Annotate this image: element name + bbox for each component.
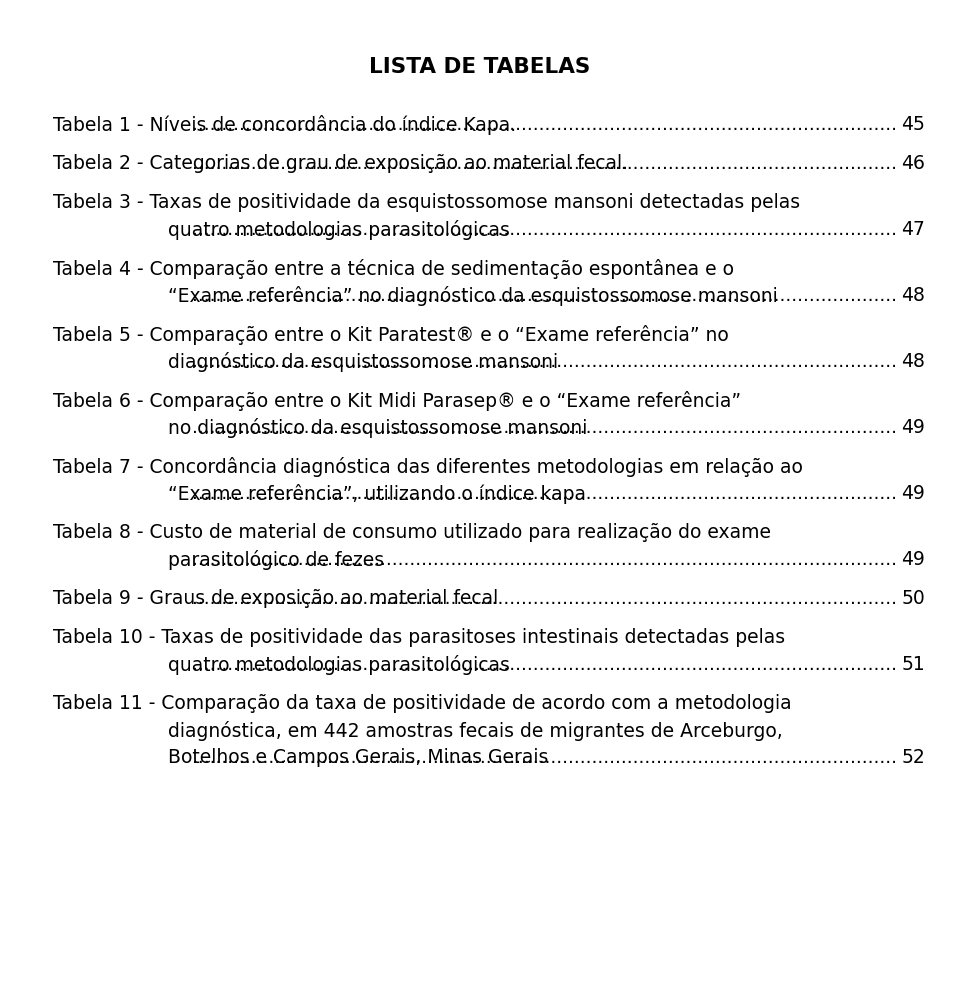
Text: 47: 47 — [901, 220, 925, 239]
Text: Tabela 5 - Comparação entre o Kit Paratest® e o “Exame referência” no: Tabela 5 - Comparação entre o Kit Parate… — [53, 325, 729, 345]
Text: ................................................................................: ........................................… — [192, 655, 897, 674]
Text: Tabela 8 - Custo de material de consumo utilizado para realização do exame: Tabela 8 - Custo de material de consumo … — [53, 523, 771, 542]
Text: 45: 45 — [901, 115, 925, 134]
Text: ................................................................................: ........................................… — [192, 220, 897, 239]
Text: 50: 50 — [901, 589, 925, 608]
Text: Tabela 2 - Categorias de grau de exposição ao material fecal.: Tabela 2 - Categorias de grau de exposiç… — [53, 154, 628, 173]
Text: parasitológico de fezes: parasitológico de fezes — [168, 550, 384, 570]
Text: Tabela 11 - Comparação da taxa de positividade de acordo com a metodologia: Tabela 11 - Comparação da taxa de positi… — [53, 694, 792, 713]
Text: Botelhos e Campos Gerais, Minas Gerais: Botelhos e Campos Gerais, Minas Gerais — [168, 748, 548, 767]
Text: 48: 48 — [901, 286, 925, 305]
Text: Tabela 7 - Concordância diagnóstica das diferentes metodologias em relação ao: Tabela 7 - Concordância diagnóstica das … — [53, 457, 803, 477]
Text: ................................................................................: ........................................… — [192, 115, 897, 134]
Text: 48: 48 — [901, 352, 925, 371]
Text: 51: 51 — [901, 655, 925, 674]
Text: 49: 49 — [901, 484, 925, 503]
Text: Tabela 6 - Comparação entre o Kit Midi Parasep® e o “Exame referência”: Tabela 6 - Comparação entre o Kit Midi P… — [53, 391, 741, 411]
Text: ................................................................................: ........................................… — [192, 550, 897, 569]
Text: ................................................................................: ........................................… — [192, 484, 897, 503]
Text: quatro metodologias parasitológicas: quatro metodologias parasitológicas — [168, 655, 510, 675]
Text: Tabela 3 - Taxas de positividade da esquistossomose mansoni detectadas pelas: Tabela 3 - Taxas de positividade da esqu… — [53, 193, 800, 212]
Text: 46: 46 — [901, 154, 925, 173]
Text: “Exame referência” no diagnóstico da esquistossomose mansoni: “Exame referência” no diagnóstico da esq… — [168, 286, 778, 306]
Text: ................................................................................: ........................................… — [192, 286, 897, 305]
Text: LISTA DE TABELAS: LISTA DE TABELAS — [370, 57, 590, 77]
Text: ................................................................................: ........................................… — [192, 418, 897, 437]
Text: ................................................................................: ........................................… — [192, 352, 897, 371]
Text: 49: 49 — [901, 418, 925, 437]
Text: Tabela 9 - Graus de exposição ao material fecal: Tabela 9 - Graus de exposição ao materia… — [53, 589, 498, 608]
Text: no diagnóstico da esquistossomose mansoni: no diagnóstico da esquistossomose manson… — [168, 418, 588, 438]
Text: ................................................................................: ........................................… — [192, 748, 897, 767]
Text: Tabela 10 - Taxas de positividade das parasitoses intestinais detectadas pelas: Tabela 10 - Taxas de positividade das pa… — [53, 628, 785, 647]
Text: Tabela 1 - Níveis de concordância do índice Kapa.: Tabela 1 - Níveis de concordância do índ… — [53, 115, 516, 135]
Text: quatro metodologias parasitológicas: quatro metodologias parasitológicas — [168, 220, 510, 240]
Text: ................................................................................: ........................................… — [192, 154, 897, 173]
Text: Tabela 4 - Comparação entre a técnica de sedimentação espontânea e o: Tabela 4 - Comparação entre a técnica de… — [53, 259, 734, 279]
Text: diagnóstica, em 442 amostras fecais de migrantes de Arceburgo,: diagnóstica, em 442 amostras fecais de m… — [168, 721, 782, 741]
Text: 49: 49 — [901, 550, 925, 569]
Text: ................................................................................: ........................................… — [192, 589, 897, 608]
Text: diagnóstico da esquistossomose mansoni: diagnóstico da esquistossomose mansoni — [168, 352, 558, 372]
Text: 52: 52 — [901, 748, 925, 767]
Text: “Exame referência”, utilizando o índice kapa: “Exame referência”, utilizando o índice … — [168, 484, 586, 504]
